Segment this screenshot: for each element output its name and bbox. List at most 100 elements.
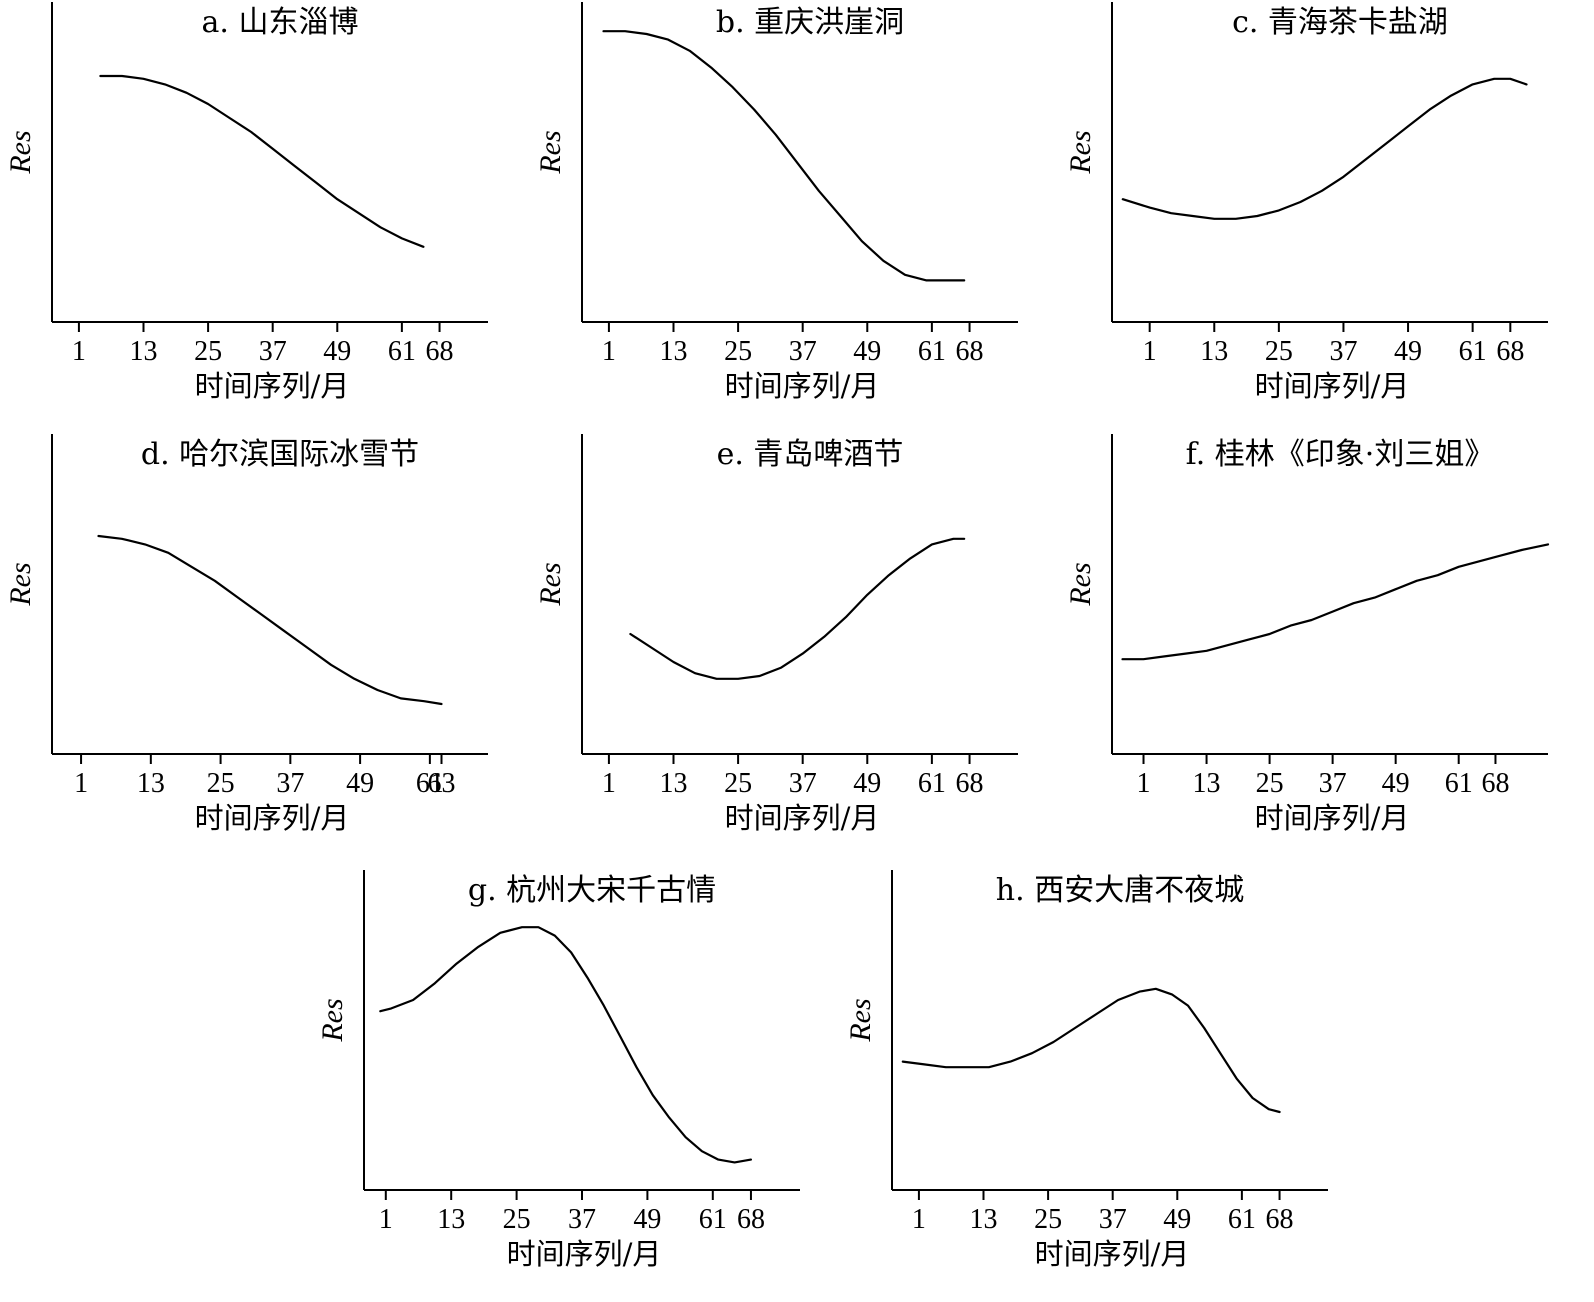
x-tick-label-h-2: 25 [1034,1204,1062,1235]
x-tick-label-e-3: 37 [789,768,817,799]
x-tick-label-g-0: 1 [379,1204,393,1235]
x-tick-label-h-3: 37 [1099,1204,1127,1235]
x-tick-label-b-1: 13 [660,336,688,367]
x-tick-label-e-2: 25 [724,768,752,799]
x-tick-label-f-0: 1 [1137,768,1151,799]
x-tick-label-d-2: 25 [207,768,235,799]
x-tick-label-f-2: 25 [1256,768,1284,799]
chart-panel-e: 1 13 25 37 49 61 68 e. 青岛啤酒节时间序列/月 Res [530,432,1050,862]
chart-panel-c: 1 13 25 37 49 61 68 c. 青海茶卡盐湖时间序列/月 Res [1060,0,1580,430]
x-tick-label-g-5: 61 [699,1204,727,1235]
series-line-c [1121,77,1528,220]
y-axis-label-e: Res [534,562,567,606]
x-tick-label-a-1: 13 [130,336,158,367]
x-axis-label-a: 时间序列/月 [195,369,350,403]
x-tick-label-e-0: 1 [602,768,616,799]
x-tick-label-g-1: 13 [437,1204,465,1235]
chart-title-g: g. 杭州大宋千古情 [468,873,716,908]
x-axis-label-e: 时间序列/月 [725,801,880,835]
x-tick-label-h-5: 61 [1228,1204,1256,1235]
x-tick-label-h-6: 68 [1266,1204,1294,1235]
x-tick-label-e-5: 61 [918,768,946,799]
series-line-b [602,30,966,282]
x-tick-label-h-1: 13 [970,1204,998,1235]
x-axis-label-d: 时间序列/月 [195,801,350,835]
chart-panel-h: 1 13 25 37 49 61 68 h. 西安大唐不夜城 时间序列/月 Res [840,868,1360,1298]
x-tick-label-f-6: 68 [1481,768,1509,799]
chart-title-c: c. 青海茶卡盐湖 [1232,5,1448,40]
y-axis-label-g: Res [316,998,349,1042]
series-line-g [379,926,752,1164]
x-tick-label-d-1: 13 [137,768,165,799]
x-tick-label-b-2: 25 [724,336,752,367]
y-axis-label-d: Res [4,562,37,606]
y-axis-label-a: Res [4,130,37,174]
chart-svg-f: 1 13 25 37 49 61 68 f. 桂林《印象·刘三姐》时间序列/月 Res [1064,434,1550,835]
chart-title-h: h. 西安大唐不夜城 [996,873,1244,908]
x-tick-label-d-5: 61 [416,768,444,799]
x-tick-label-f-3: 37 [1319,768,1347,799]
chart-panel-d: 1 13 25 37 49 61 63 d. 哈尔滨国际冰雪节时间序列/月 Res [0,432,520,862]
x-tick-label-a-5: 61 [388,336,416,367]
chart-panel-g: 1 13 25 37 49 61 68 g. 杭州大宋千古情 时间序列/月 Res [312,868,832,1298]
x-tick-label-b-0: 1 [602,336,616,367]
x-tick-label-a-2: 25 [194,336,222,367]
x-axis-label-h: 时间序列/月 [1035,1237,1190,1271]
x-tick-label-g-3: 37 [568,1204,596,1235]
x-tick-label-h-4: 49 [1163,1204,1191,1235]
x-tick-label-c-3: 37 [1329,336,1357,367]
x-tick-label-d-4: 49 [346,768,374,799]
x-axis-label-c: 时间序列/月 [1255,369,1410,403]
x-tick-label-b-3: 37 [789,336,817,367]
x-tick-label-a-0: 1 [72,336,86,367]
chart-title-f: f. 桂林《印象·刘三姐》 [1186,437,1495,472]
series-line-d [97,534,443,706]
chart-panel-f: 1 13 25 37 49 61 68 f. 桂林《印象·刘三姐》时间序列/月 Res [1060,432,1580,862]
x-tick-label-c-6: 68 [1496,336,1524,367]
chart-panel-b: 1 13 25 37 49 61 68 b. 重庆洪崖洞 时间序列/月 Res [530,0,1050,430]
chart-title-d: d. 哈尔滨国际冰雪节 [141,437,419,472]
chart-title-e: e. 青岛啤酒节 [717,437,904,472]
chart-panel-a: 1 13 25 37 49 61 68 a. 山东淄博 时间序列/月 Res [0,0,520,430]
x-tick-label-f-4: 49 [1382,768,1410,799]
series-line-a [99,74,425,248]
x-tick-label-e-1: 13 [660,768,688,799]
x-axis-label-g: 时间序列/月 [507,1237,662,1271]
x-tick-label-g-6: 68 [737,1204,765,1235]
x-axis-label-f: 时间序列/月 [1255,801,1410,835]
y-axis-label-c: Res [1064,130,1097,174]
x-tick-label-h-0: 1 [912,1204,926,1235]
x-tick-label-a-3: 37 [259,336,287,367]
series-line-e [629,537,966,680]
x-tick-label-g-2: 25 [503,1204,531,1235]
x-tick-label-a-4: 49 [323,336,351,367]
x-tick-label-c-0: 1 [1143,336,1157,367]
y-axis-label-b: Res [534,130,567,174]
x-tick-label-b-6: 68 [956,336,984,367]
x-tick-label-c-2: 25 [1265,336,1293,367]
chart-title-b: b. 重庆洪崖洞 [716,5,904,40]
x-tick-label-d-3: 37 [276,768,304,799]
x-axis-label-b: 时间序列/月 [725,369,880,403]
x-tick-label-f-1: 13 [1193,768,1221,799]
series-line-f [1121,543,1550,661]
x-tick-label-f-5: 61 [1445,768,1473,799]
x-tick-label-d-6: 63 [427,768,455,799]
x-tick-label-c-1: 13 [1200,336,1228,367]
series-line-h [901,987,1281,1114]
y-axis-label-f: Res [1064,562,1097,606]
x-tick-label-b-4: 49 [853,336,881,367]
x-tick-label-c-5: 61 [1459,336,1487,367]
x-tick-label-e-6: 68 [956,768,984,799]
x-tick-label-d-0: 1 [74,768,88,799]
x-tick-label-c-4: 49 [1394,336,1422,367]
x-tick-label-e-4: 49 [853,768,881,799]
